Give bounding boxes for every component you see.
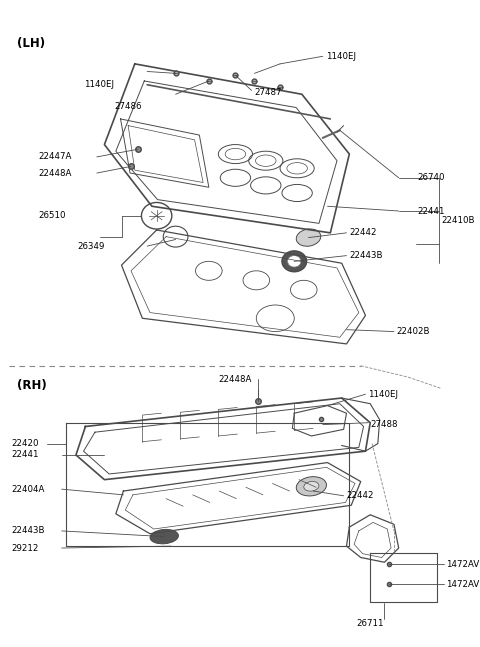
Text: 22441: 22441 [418,206,445,215]
Text: 22443B: 22443B [349,251,383,260]
Ellipse shape [296,229,321,247]
Ellipse shape [150,529,179,544]
Text: 1140EJ: 1140EJ [368,389,398,399]
Text: 1472AV: 1472AV [446,580,480,589]
Text: 22402B: 22402B [397,327,430,336]
Ellipse shape [288,256,301,267]
Text: 22420: 22420 [12,439,39,448]
Text: 26510: 26510 [38,212,65,220]
Text: 22404A: 22404A [12,485,45,494]
Text: 26740: 26740 [418,173,445,182]
Ellipse shape [296,477,326,496]
Ellipse shape [304,481,319,491]
Text: 22443B: 22443B [12,527,45,536]
Text: 29212: 29212 [12,543,39,553]
Text: 26711: 26711 [357,619,384,628]
Text: 22442: 22442 [347,491,374,500]
Text: 1472AV: 1472AV [446,560,480,569]
Text: 27486: 27486 [114,102,142,111]
Text: 27488: 27488 [370,420,398,429]
Text: 1140EJ: 1140EJ [325,52,356,61]
Text: 22447A: 22447A [38,153,72,161]
Text: 26349: 26349 [78,241,105,250]
Text: 22448A: 22448A [219,375,252,384]
Text: (RH): (RH) [17,379,47,392]
Text: 1140EJ: 1140EJ [84,80,114,89]
Text: 22441: 22441 [12,450,39,459]
Text: 22410B: 22410B [442,216,475,225]
Text: 27487: 27487 [254,88,282,97]
Ellipse shape [282,251,307,272]
Text: 22448A: 22448A [38,168,72,177]
Text: (LH): (LH) [17,38,45,50]
Text: 22442: 22442 [349,228,377,237]
